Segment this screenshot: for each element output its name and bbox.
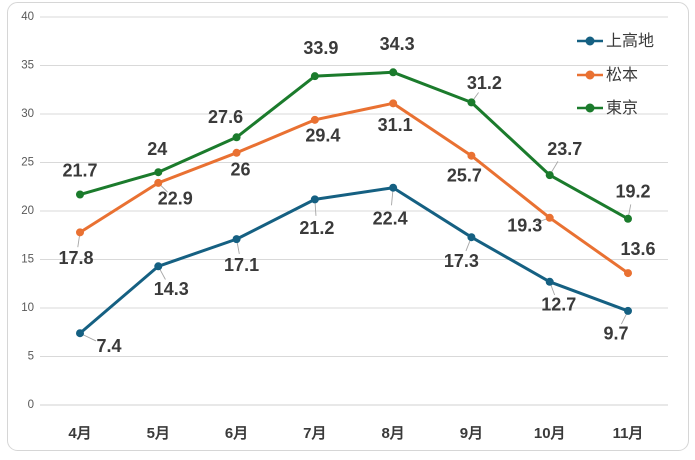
- data-point: [467, 233, 476, 242]
- y-axis-tick-label: 0: [28, 399, 34, 411]
- legend-marker-dot: [585, 36, 595, 46]
- data-label: 9.7: [603, 324, 628, 344]
- data-point: [76, 190, 84, 199]
- data-point: [545, 277, 554, 286]
- data-label: 22.4: [373, 208, 408, 228]
- data-label: 17.3: [444, 251, 479, 271]
- y-axis-tick-label: 35: [21, 60, 34, 72]
- x-axis-label: 8月: [381, 425, 404, 442]
- data-label: 13.6: [620, 239, 655, 259]
- data-point: [545, 171, 554, 180]
- data-point: [467, 151, 476, 160]
- x-axis-label: 4月: [68, 425, 91, 442]
- data-point: [467, 98, 476, 107]
- y-axis-tick-label: 40: [21, 11, 34, 23]
- data-point: [76, 228, 84, 237]
- series-line-1: [78, 101, 630, 275]
- data-label: 21.2: [299, 218, 334, 238]
- data-point: [232, 148, 241, 157]
- legend-item-label: 東京: [606, 99, 638, 117]
- data-point: [624, 306, 632, 315]
- data-point: [389, 99, 398, 108]
- series-line-0: [78, 186, 630, 335]
- data-label: 7.4: [96, 336, 121, 356]
- data-label: 17.1: [224, 255, 259, 275]
- y-axis-tick-label: 5: [28, 351, 34, 363]
- y-axis-tick-label: 25: [21, 157, 34, 169]
- chart-frame-border: [7, 2, 689, 451]
- data-label: 24: [147, 139, 167, 159]
- x-axis-label: 5月: [147, 425, 170, 442]
- x-axis-label: 6月: [225, 425, 248, 442]
- data-label: 31.2: [467, 73, 502, 93]
- data-point: [389, 183, 398, 192]
- data-point: [154, 262, 163, 271]
- data-label: 25.7: [447, 165, 482, 185]
- data-point: [232, 133, 241, 142]
- series-line-2: [78, 70, 630, 221]
- data-label: 34.3: [380, 34, 415, 54]
- x-axis-label: 11月: [613, 425, 644, 442]
- data-label: 12.7: [541, 295, 576, 315]
- data-label: 23.7: [547, 139, 582, 159]
- y-axis-tick-label: 30: [21, 108, 34, 120]
- data-label: 19.2: [615, 182, 650, 202]
- data-point: [232, 235, 241, 244]
- legend-item-label: 松本: [606, 66, 638, 84]
- legend-marker-dot: [585, 103, 595, 113]
- data-point: [389, 68, 398, 77]
- data-point: [154, 178, 163, 187]
- data-label: 26: [231, 160, 251, 180]
- y-axis-tick-label: 20: [21, 205, 34, 217]
- data-point: [154, 168, 163, 177]
- y-axis-tick-label: 15: [21, 254, 34, 266]
- data-point: [624, 214, 632, 223]
- data-label: 19.3: [507, 216, 542, 236]
- legend-marker-dot: [585, 70, 595, 80]
- data-label: 21.7: [62, 160, 97, 180]
- data-point: [310, 72, 319, 81]
- x-axis-label: 10月: [534, 425, 566, 442]
- data-point: [310, 195, 319, 204]
- x-axis-label: 9月: [460, 425, 483, 442]
- y-axis-tick-label: 10: [21, 302, 34, 314]
- data-point: [545, 213, 554, 222]
- legend-item-label: 上高地: [606, 32, 654, 50]
- data-label: 33.9: [303, 38, 338, 58]
- x-axis-label: 7月: [303, 425, 326, 442]
- data-label: 17.8: [58, 248, 93, 268]
- data-point: [310, 115, 319, 124]
- data-label: 31.1: [378, 115, 413, 135]
- data-label: 27.6: [208, 107, 243, 127]
- data-label: 22.9: [158, 189, 193, 209]
- data-point: [624, 269, 632, 278]
- data-label: 29.4: [305, 126, 340, 146]
- data-label: 14.3: [154, 279, 189, 299]
- data-point: [76, 329, 84, 338]
